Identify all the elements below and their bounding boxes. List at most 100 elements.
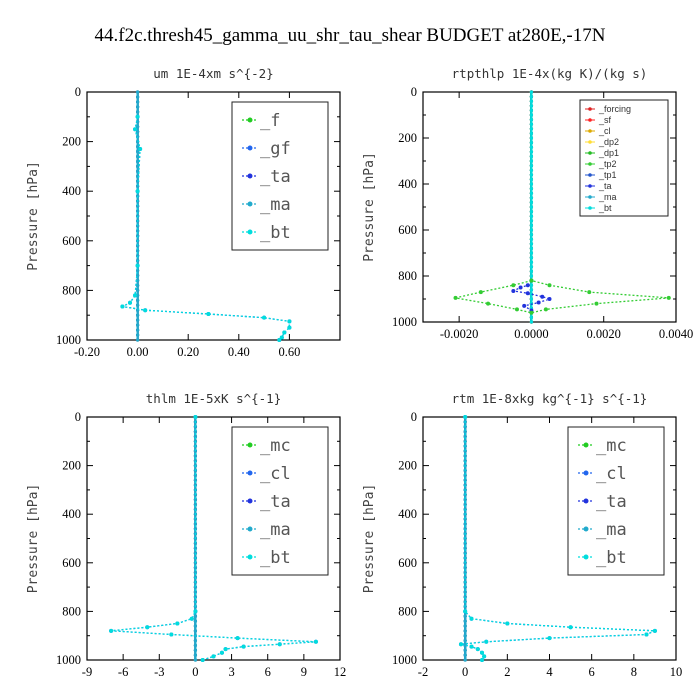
data-point xyxy=(480,658,485,662)
y-tick-label: 1000 xyxy=(56,333,81,347)
data-point xyxy=(211,654,216,659)
data-point xyxy=(529,228,534,232)
data-point xyxy=(529,141,534,145)
data-point xyxy=(109,628,114,633)
data-point xyxy=(193,429,198,434)
data-point xyxy=(536,300,541,305)
data-point xyxy=(136,130,140,134)
data-point xyxy=(529,145,534,149)
data-point xyxy=(136,125,140,129)
data-point xyxy=(529,122,534,126)
data-point xyxy=(241,644,246,649)
data-point xyxy=(193,522,198,526)
data-point xyxy=(505,621,510,626)
data-point xyxy=(463,638,467,643)
data-point xyxy=(529,118,534,122)
data-point xyxy=(463,653,467,657)
data-point xyxy=(529,127,534,131)
data-point xyxy=(463,643,467,648)
data-point xyxy=(525,291,530,296)
x-tick-label: 0.40 xyxy=(228,345,250,359)
data-point xyxy=(463,585,467,589)
series-line-bt xyxy=(120,116,291,341)
legend-label: _ma xyxy=(596,520,627,540)
data-point xyxy=(644,632,649,637)
y-tick-label: 400 xyxy=(62,184,81,198)
legend-marker xyxy=(588,184,592,188)
data-point xyxy=(193,624,198,628)
chart-panel-4: rtm 1E-8xkg kg^{-1} s^{-1} Pressure [hPa]… xyxy=(362,391,682,679)
y-tick-label: 200 xyxy=(62,135,81,149)
legend-marker xyxy=(247,173,253,179)
data-point xyxy=(193,638,198,643)
data-point xyxy=(193,434,198,439)
legend-label: _tp1 xyxy=(598,170,617,180)
data-point xyxy=(138,147,143,152)
data-point xyxy=(529,283,534,287)
data-point xyxy=(463,517,467,521)
data-point xyxy=(189,616,194,621)
data-point xyxy=(529,269,534,273)
x-tick-label: 0.0000 xyxy=(514,327,548,341)
legend: _mc _cl _ta _ma _bt xyxy=(567,426,665,576)
data-point xyxy=(478,290,483,295)
y-tick-label: 600 xyxy=(62,556,81,570)
data-point xyxy=(200,658,205,662)
legend-marker xyxy=(583,498,589,504)
data-point xyxy=(463,473,467,477)
data-point xyxy=(136,303,140,307)
data-point xyxy=(469,644,474,649)
data-point xyxy=(529,274,534,278)
data-point xyxy=(193,566,198,570)
data-point xyxy=(529,177,534,181)
y-tick-label: 200 xyxy=(398,131,417,145)
data-point xyxy=(484,639,489,644)
data-point xyxy=(529,164,534,168)
data-point xyxy=(543,307,548,312)
data-point xyxy=(193,517,198,521)
y-tick-label: 400 xyxy=(62,507,81,521)
y-tick-label: 600 xyxy=(398,223,417,237)
legend-label: _cl xyxy=(598,126,611,136)
y-tick-label: 600 xyxy=(62,234,81,248)
data-point xyxy=(136,288,140,292)
legend-label: _ta xyxy=(598,181,612,191)
data-point xyxy=(529,260,534,264)
y-tick-label: 0 xyxy=(411,85,417,99)
y-tick-label: 1000 xyxy=(392,653,417,667)
data-point xyxy=(529,131,534,135)
data-point xyxy=(529,159,534,163)
data-point xyxy=(529,246,534,250)
data-point xyxy=(145,625,150,630)
data-point xyxy=(529,182,534,186)
legend-marker xyxy=(588,195,592,199)
data-point xyxy=(193,473,198,477)
x-tick-label: 6 xyxy=(265,665,271,679)
x-tick-label: -0.0020 xyxy=(440,327,479,341)
data-point xyxy=(262,315,267,320)
data-point xyxy=(193,541,198,545)
y-tick-label: 200 xyxy=(398,459,417,473)
x-tick-label: -6 xyxy=(118,665,128,679)
data-point xyxy=(136,249,140,253)
chart-panel-2: rtpthlp 1E-4x(kg K)/(kg s) Pressure [hPa]… xyxy=(362,66,693,341)
data-point xyxy=(193,619,198,623)
data-point xyxy=(529,214,534,218)
x-tick-label: 2 xyxy=(504,665,510,679)
data-point xyxy=(193,614,198,618)
y-tick-label: 0 xyxy=(411,410,417,424)
data-point xyxy=(136,100,140,104)
data-point xyxy=(529,104,534,108)
legend-label: _mc xyxy=(260,436,291,456)
panel-title: um 1E-4xm s^{-2} xyxy=(153,66,273,81)
legend: _f _gf _ta _ma _bt xyxy=(231,101,329,251)
data-point xyxy=(463,595,467,599)
data-point xyxy=(463,454,467,458)
data-point xyxy=(587,290,592,295)
data-point xyxy=(482,654,487,659)
legend-label: _sf xyxy=(598,115,612,125)
data-point xyxy=(136,328,140,332)
legend-label: _ta xyxy=(260,167,291,187)
x-tick-label: 3 xyxy=(228,665,234,679)
data-point xyxy=(529,136,534,140)
